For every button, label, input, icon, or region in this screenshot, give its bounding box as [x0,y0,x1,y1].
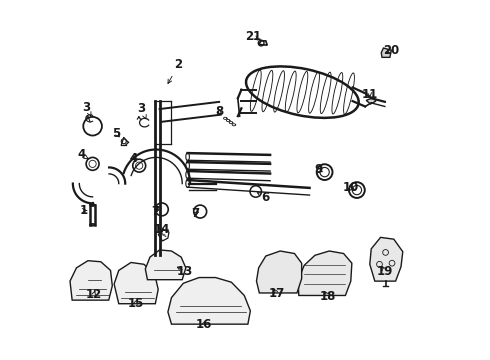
Polygon shape [370,237,403,281]
Text: 19: 19 [377,265,393,278]
Text: 6: 6 [257,191,270,204]
Text: 12: 12 [86,288,102,301]
Text: 15: 15 [127,297,144,310]
Text: 21: 21 [245,30,262,43]
Polygon shape [381,48,392,57]
Text: 2: 2 [168,58,183,84]
Text: 18: 18 [319,290,336,303]
Text: 16: 16 [196,318,212,331]
Text: 3: 3 [82,101,92,117]
Polygon shape [146,250,186,280]
Text: 1: 1 [79,204,88,217]
Text: 20: 20 [383,44,399,57]
Text: 3: 3 [138,103,146,119]
Polygon shape [168,278,250,324]
Text: 13: 13 [176,265,193,278]
Polygon shape [70,261,112,300]
Polygon shape [298,251,352,296]
Text: 8: 8 [215,105,223,118]
Text: 14: 14 [153,222,170,236]
Text: 4: 4 [129,152,137,165]
Text: 10: 10 [343,181,359,194]
Text: 5: 5 [113,127,121,140]
Text: 17: 17 [269,287,285,300]
Text: 7: 7 [192,207,199,220]
Text: 4: 4 [77,148,89,161]
Polygon shape [256,251,302,293]
Text: 7: 7 [151,205,159,218]
Polygon shape [114,262,158,304]
Polygon shape [366,98,376,104]
Text: 9: 9 [315,163,322,176]
Text: 11: 11 [362,88,378,101]
